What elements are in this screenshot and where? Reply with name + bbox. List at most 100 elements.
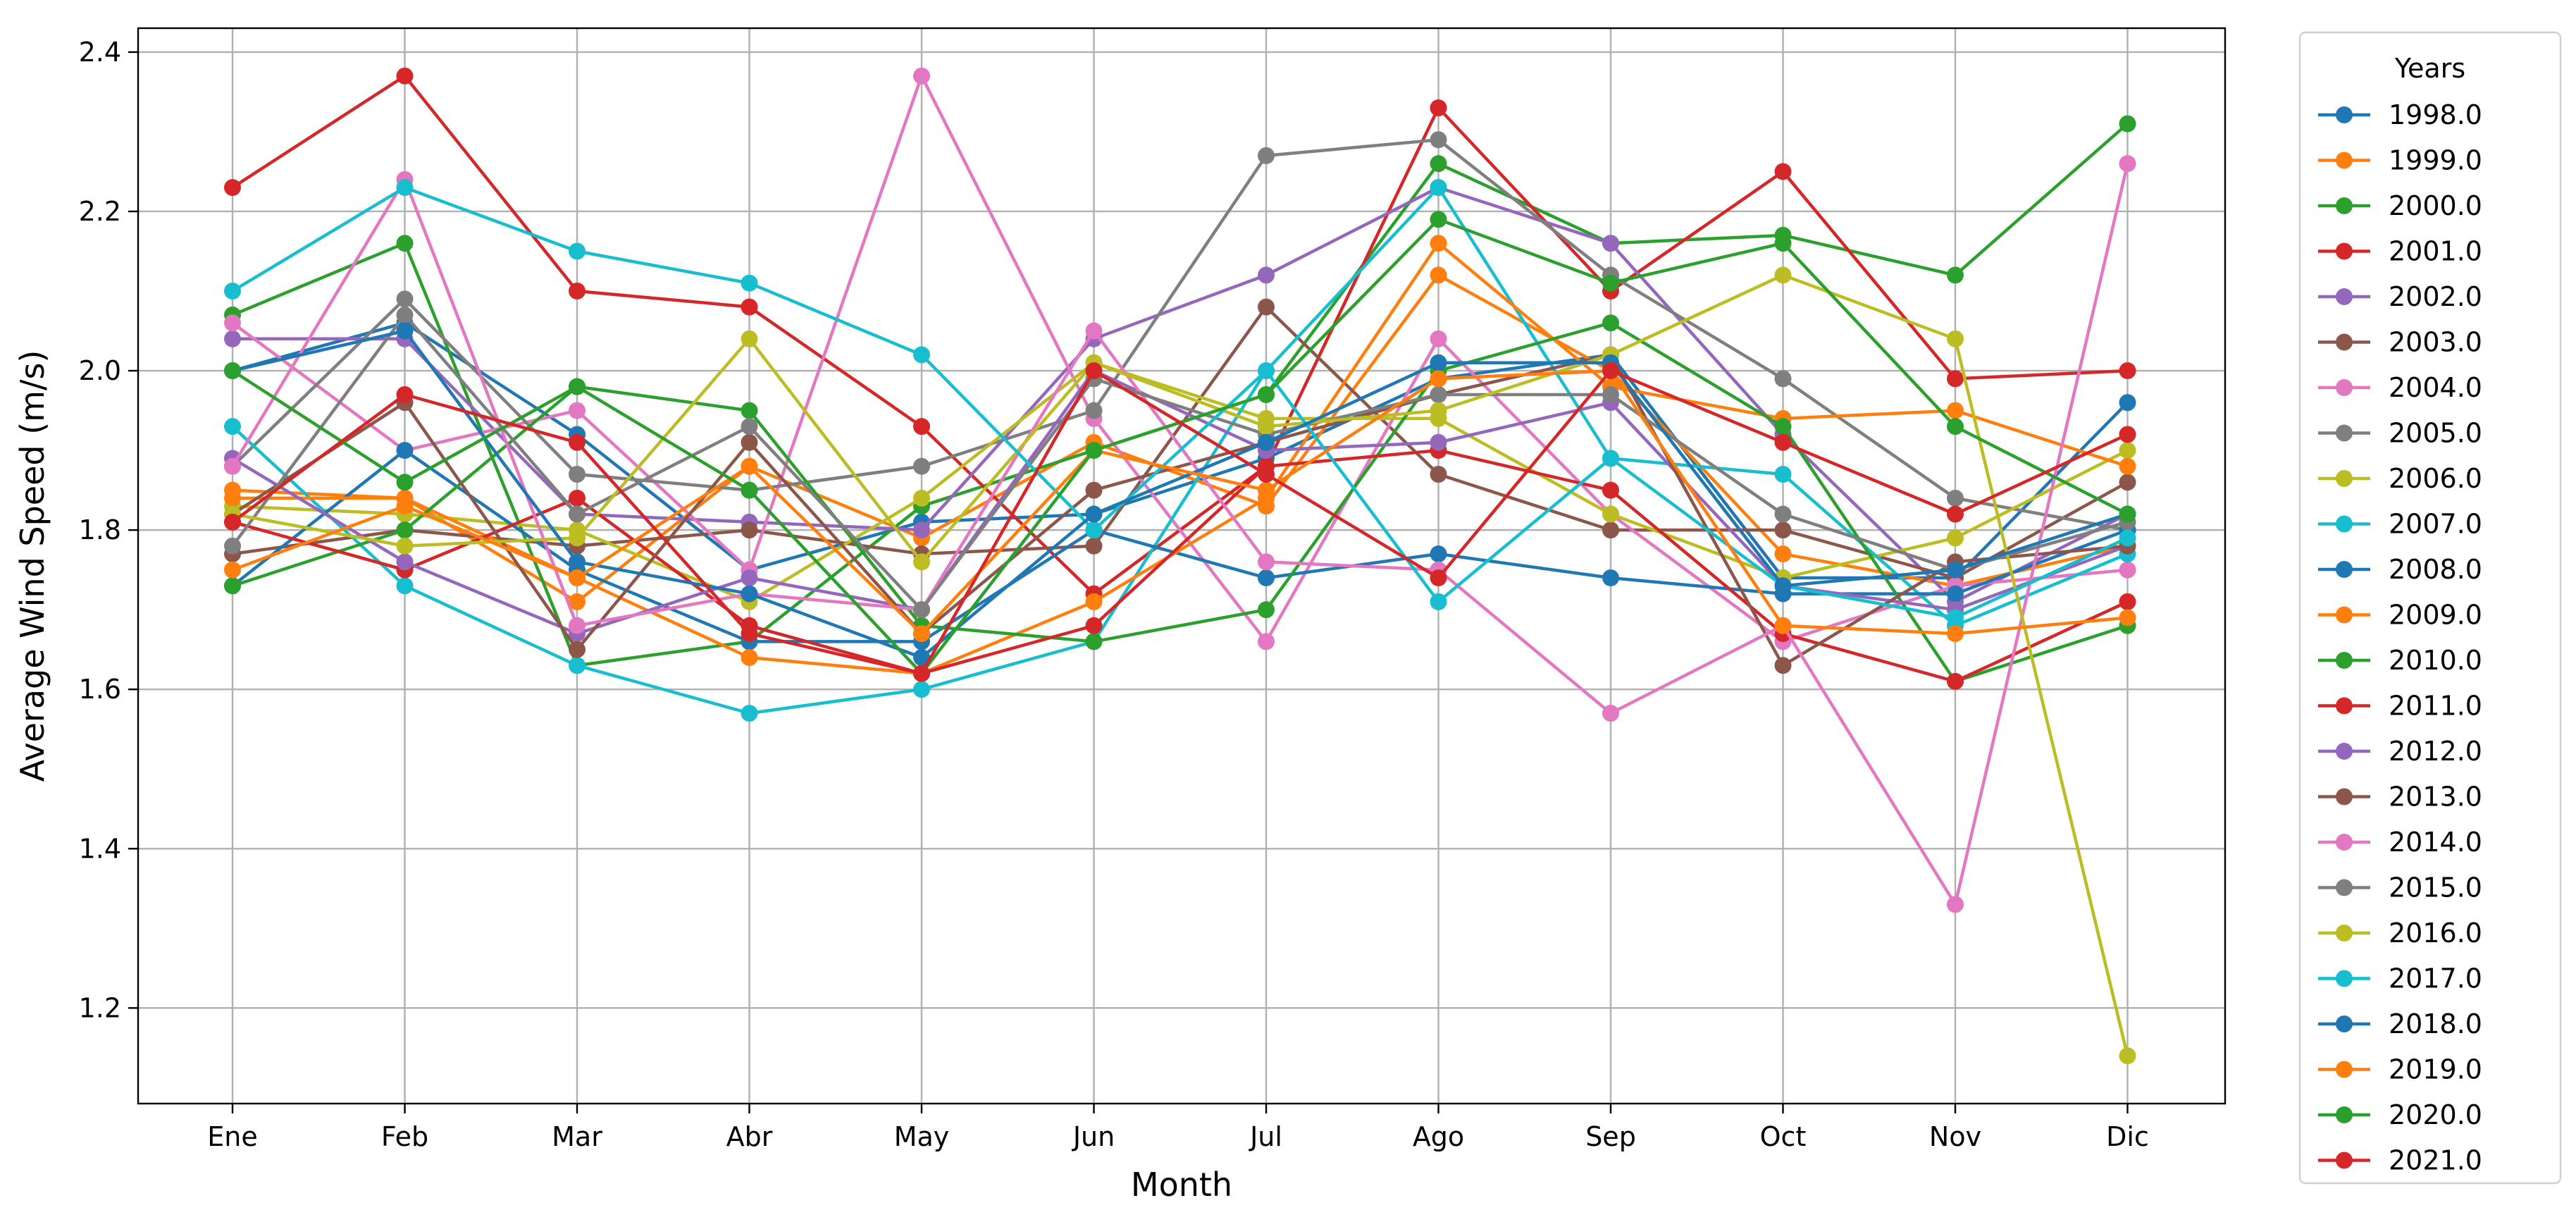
data-point xyxy=(741,521,758,539)
legend-label: 2001.0 xyxy=(2389,236,2482,267)
legend-marker xyxy=(2336,470,2353,487)
data-point xyxy=(1947,505,1964,523)
data-point xyxy=(2119,474,2136,491)
data-point xyxy=(1258,298,1275,316)
series-lines xyxy=(224,67,2136,1065)
data-point xyxy=(569,569,586,586)
legend-item: 2009.0 xyxy=(2318,600,2482,631)
data-point xyxy=(913,681,930,698)
legend-marker xyxy=(2336,788,2353,805)
data-point xyxy=(1258,466,1275,483)
legend-marker xyxy=(2336,652,2353,669)
legend-marker xyxy=(2336,970,2353,987)
data-point xyxy=(1602,274,1619,292)
data-point xyxy=(2119,529,2136,547)
data-point xyxy=(224,330,241,347)
data-point xyxy=(1774,266,1792,284)
legend-label: 2019.0 xyxy=(2389,1054,2482,1085)
data-point xyxy=(396,521,414,539)
data-point xyxy=(741,648,758,666)
legend-marker xyxy=(2336,1015,2353,1032)
legend-marker xyxy=(2336,925,2353,942)
x-tick-label: Feb xyxy=(381,1121,428,1152)
data-point xyxy=(1430,235,1447,252)
series-line xyxy=(232,369,2128,636)
data-point xyxy=(913,346,930,364)
data-point xyxy=(741,274,758,292)
data-point xyxy=(913,489,930,507)
data-point xyxy=(2119,362,2136,380)
legend-item: 2010.0 xyxy=(2318,645,2482,676)
legend-item: 2014.0 xyxy=(2318,827,2482,858)
data-point xyxy=(913,601,930,619)
x-tick-label: Dic xyxy=(2106,1121,2149,1152)
data-point xyxy=(1430,385,1447,403)
data-point xyxy=(1258,147,1275,164)
legend-marker xyxy=(2336,561,2353,578)
legend-marker xyxy=(2336,606,2353,624)
data-point xyxy=(741,330,758,347)
data-point xyxy=(569,593,586,610)
y-tick-label: 1.2 xyxy=(79,992,121,1023)
data-point xyxy=(2119,442,2136,459)
series-line xyxy=(232,448,2129,684)
x-tick-label: Mar xyxy=(552,1121,602,1152)
y-tick-label: 2.4 xyxy=(79,37,121,68)
data-point xyxy=(396,67,414,85)
data-point xyxy=(1258,569,1275,586)
data-point xyxy=(1602,385,1619,403)
data-point xyxy=(741,569,758,586)
legend-item: 2004.0 xyxy=(2318,372,2482,403)
legend-item: 2006.0 xyxy=(2318,463,2482,494)
data-point xyxy=(396,306,414,323)
legend-item: 2003.0 xyxy=(2318,327,2482,358)
legend-label: 2016.0 xyxy=(2389,918,2482,949)
legend-label: 1999.0 xyxy=(2389,145,2482,176)
y-tick-label: 1.4 xyxy=(79,833,121,864)
legend-marker xyxy=(2336,379,2353,396)
plot-frame xyxy=(137,27,2227,1105)
legend-item: 2015.0 xyxy=(2318,872,2482,903)
data-point xyxy=(1947,625,1964,643)
data-point xyxy=(741,705,758,722)
data-point xyxy=(1947,330,1964,347)
data-point xyxy=(1085,362,1103,380)
data-point xyxy=(1602,235,1619,252)
data-point xyxy=(913,665,930,682)
data-point xyxy=(1774,617,1792,634)
legend-marker xyxy=(2336,106,2353,123)
y-axis-label: Average Wind Speed (m/s) xyxy=(13,350,51,782)
data-point xyxy=(1085,442,1103,459)
legend-label: 2018.0 xyxy=(2389,1008,2482,1039)
data-point xyxy=(1602,569,1619,586)
series-line xyxy=(232,273,2129,1056)
data-point xyxy=(569,283,586,300)
x-axis-label: Month xyxy=(1131,1166,1232,1204)
data-point xyxy=(913,521,930,539)
x-tick-label: Sep xyxy=(1585,1121,1636,1152)
data-point xyxy=(741,457,758,475)
y-tick-label: 1.6 xyxy=(79,674,121,705)
data-point xyxy=(2119,155,2136,173)
data-point xyxy=(224,577,241,595)
legend-marker xyxy=(2336,834,2353,851)
y-tick-label: 1.8 xyxy=(79,514,121,545)
data-point xyxy=(1258,633,1275,650)
data-point xyxy=(396,385,414,403)
legend-label: 2012.0 xyxy=(2389,736,2482,767)
data-point xyxy=(1602,450,1619,467)
data-point xyxy=(913,625,930,643)
data-point xyxy=(1602,705,1619,722)
legend-item: 2012.0 xyxy=(2318,736,2482,767)
data-point xyxy=(1085,322,1103,340)
legend-label: 1998.0 xyxy=(2389,99,2482,130)
data-point xyxy=(1430,569,1447,586)
data-point xyxy=(1430,330,1447,347)
series-line xyxy=(231,369,2129,636)
x-tick-label: May xyxy=(894,1121,950,1152)
data-point xyxy=(1085,537,1103,555)
legend-item: 2000.0 xyxy=(2318,190,2482,221)
data-point xyxy=(1947,370,1964,388)
data-point xyxy=(1258,553,1275,571)
